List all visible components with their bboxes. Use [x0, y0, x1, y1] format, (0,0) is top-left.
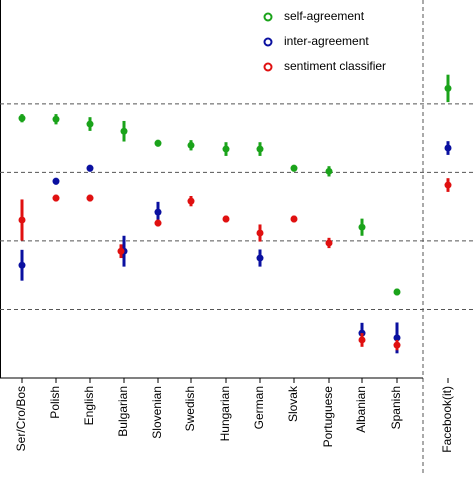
dot [290, 164, 298, 172]
dot [222, 145, 230, 153]
legend-label: self-agreement [284, 9, 365, 23]
dot [444, 181, 452, 189]
dot [187, 141, 195, 149]
legend-label: inter-agreement [284, 34, 369, 48]
dot [18, 114, 26, 122]
dot [256, 145, 264, 153]
dot [393, 334, 401, 342]
x-tick-label: Bulgarian [116, 386, 130, 437]
x-tick-label: Spanish [389, 386, 403, 429]
dot [52, 177, 60, 185]
legend-label: sentiment classifier [284, 59, 386, 73]
dot [52, 194, 60, 202]
dot [154, 139, 162, 147]
dot [325, 167, 333, 175]
dot [444, 84, 452, 92]
dot [18, 261, 26, 269]
x-tick-label: Swedish [183, 386, 197, 431]
legend-marker [263, 12, 273, 22]
dot [117, 247, 125, 255]
x-tick-label: Ser/Cro/Bos [14, 386, 28, 451]
dot [256, 229, 264, 237]
x-tick-label: Slovak [286, 385, 300, 422]
dot [256, 254, 264, 262]
x-tick-label: Portuguese [321, 386, 335, 448]
dot [444, 144, 452, 152]
dot [86, 194, 94, 202]
dot [18, 216, 26, 224]
dot [358, 336, 366, 344]
legend-marker [263, 37, 273, 47]
dot [52, 115, 60, 123]
x-tick-label: Slovenian [150, 386, 164, 439]
dot [86, 164, 94, 172]
x-tick-label: Polish [48, 386, 62, 419]
dot [187, 197, 195, 205]
dot [290, 215, 298, 223]
dot [325, 239, 333, 247]
x-tick-label: Facebook(it) [440, 386, 454, 453]
x-tick-label: German [252, 386, 266, 429]
dot [222, 215, 230, 223]
dot [393, 341, 401, 349]
legend-marker [263, 62, 273, 72]
dot [86, 120, 94, 128]
x-tick-label: English [82, 386, 96, 425]
x-tick-label: Albanian [354, 386, 368, 433]
dot [120, 127, 128, 135]
dot [358, 223, 366, 231]
dot [393, 288, 401, 296]
dot [154, 219, 162, 227]
x-tick-label: Hungarian [218, 386, 232, 441]
dot [154, 208, 162, 216]
